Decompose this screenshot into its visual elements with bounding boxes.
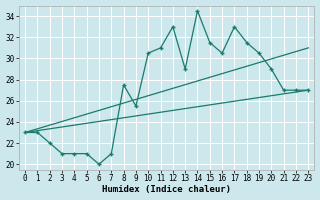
X-axis label: Humidex (Indice chaleur): Humidex (Indice chaleur) [102, 185, 231, 194]
